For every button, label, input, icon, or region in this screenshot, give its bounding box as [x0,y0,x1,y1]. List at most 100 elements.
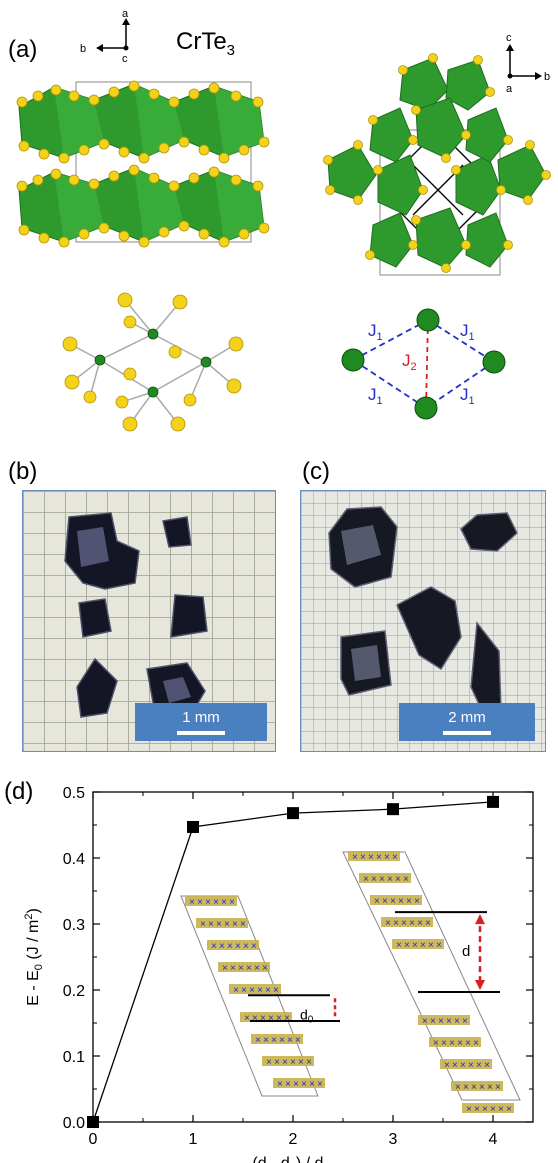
slab-cr-marker: × [385,918,391,929]
slab: × × × × × × [418,1015,470,1027]
slab-cr-marker: × [257,985,263,996]
slab-cr-marker: × [422,1016,428,1027]
slab-cr-marker: × [382,896,388,907]
x-tick-label: 4 [489,1131,498,1148]
layered-crystal-structure [16,80,270,248]
slab-cr-marker: × [387,874,393,885]
formula-title: CrTe3 [176,28,235,59]
slab-te-layer [381,917,433,927]
slab-cr-marker: × [241,985,247,996]
slab-cr-marker: × [468,1060,474,1071]
slab-te-layer [262,1056,314,1066]
slab-cr-marker: × [224,919,230,930]
slab-te-layer [370,895,422,905]
scale-bar-c: 2 mm [399,703,535,741]
slab: × × × × × × [240,1012,292,1024]
axis-b-label: b [80,43,86,55]
slab-cr-marker: × [376,852,382,863]
lower-layer [18,167,265,243]
y-tick-label: 0.4 [63,851,85,868]
slab-cr-marker: × [436,940,442,951]
slab-cr-marker: × [498,1104,504,1115]
slab-cr-marker: × [317,1079,323,1090]
axes-indicator-right: c b a [506,32,550,95]
slab-cr-marker: × [271,1035,277,1046]
slab-cr-marker: × [229,897,235,908]
slab-te-layer [196,918,248,928]
slab-cr-marker: × [409,918,415,929]
formula-base: CrTe [176,28,227,55]
slab-cr-marker: × [309,1079,315,1090]
slab-cr-marker: × [266,1057,272,1068]
axis-b-label-right: b [544,71,550,83]
slab: × × × × × × [392,939,444,951]
slab: × × × × × × [207,940,259,952]
slab-cr-marker: × [395,874,401,885]
slab-cr-marker: × [205,897,211,908]
small-gap-label: d0 [300,1006,314,1025]
slab-cr-marker: × [360,852,366,863]
slab-te-layer [218,962,270,972]
slab-cr-marker: × [474,1104,480,1115]
slab-te-layer [429,1037,481,1047]
slab: × × × × × × [451,1081,503,1093]
chart-labels: 0 1 2 3 4 0.0 0.1 0.2 0.3 0.4 0.5 (d - d0) / d0 E - … [23,785,498,1163]
svg-text:J1: J1 [460,321,475,343]
slab-cr-marker: × [393,918,399,929]
slab-cr-marker: × [285,1079,291,1090]
te-atoms-side [16,80,270,248]
x-tick-label: 1 [189,1131,198,1148]
slab-cr-marker: × [295,1035,301,1046]
slab-cr-marker: × [490,1104,496,1115]
slab-te-layer [348,851,400,861]
slab-cr-marker: × [482,1104,488,1115]
j1-bonds [352,319,495,409]
slab-cr-marker: × [221,897,227,908]
slab-cr-marker: × [290,1057,296,1068]
slab-cr-marker: × [363,874,369,885]
j2-bond [425,319,429,409]
slab-cr-marker: × [374,896,380,907]
slab-cr-marker: × [403,874,409,885]
slab: × × × × × × [273,1078,325,1090]
slab-stack: × × × × × ×× × × × × ×× × × × × ×× × × × × ×× × × × × × [418,1015,514,1115]
slab-cr-marker: × [219,941,225,952]
panel-c-label: (c) [302,458,330,485]
slab-cr-marker: × [211,941,217,952]
slab: × × × × × × [429,1037,481,1049]
crystal-photo-b: 1 mm [22,490,276,752]
slab-stack: × × × × × ×× × × × × ×× × × × × ×× × × × × ×× × × × × ×× × × × × ×× × × ×… [185,896,325,1090]
slab-cr-marker: × [368,852,374,863]
slab-cr-marker: × [473,1038,479,1049]
slab-te-layer [240,1012,292,1022]
slab-cr-marker: × [287,1035,293,1046]
slab-cr-marker: × [454,1016,460,1027]
scale-bar-b-line [177,731,225,735]
slab-cr-marker: × [352,852,358,863]
slab-te-layer [207,940,259,950]
slab-cr-marker: × [484,1060,490,1071]
slab-cr-marker: × [433,1038,439,1049]
y-tick-label: 0.2 [63,983,85,1000]
slab-cr-marker: × [495,1082,501,1093]
slab-cr-marker: × [254,963,260,974]
slab-te-layer [440,1059,492,1069]
scale-bar-c-label: 2 mm [448,709,486,726]
slab-cr-marker: × [452,1060,458,1071]
slab-cr-marker: × [251,941,257,952]
slab-stack: × × × × × ×× × × × × ×× × × × × ×× × × × × ×× × × × × × [348,851,444,951]
y-axis-label: E - E0 (J / m2) [23,908,45,1006]
slab-te-layer [462,1103,514,1113]
j2-label: J2 [402,351,417,373]
slab-cr-marker: × [197,897,203,908]
x-tick-label: 2 [289,1131,298,1148]
slab-cr-marker: × [263,1035,269,1046]
large-gap-arrowhead-top [475,914,485,925]
axes-indicator-left: a b c [80,8,130,65]
slab: × × × × × × [359,873,411,885]
slab-cr-marker: × [265,985,271,996]
slab-te-layer [418,1015,470,1025]
slab: × × × × × × [381,917,433,929]
data-point [487,795,499,808]
slab-cr-marker: × [189,897,195,908]
